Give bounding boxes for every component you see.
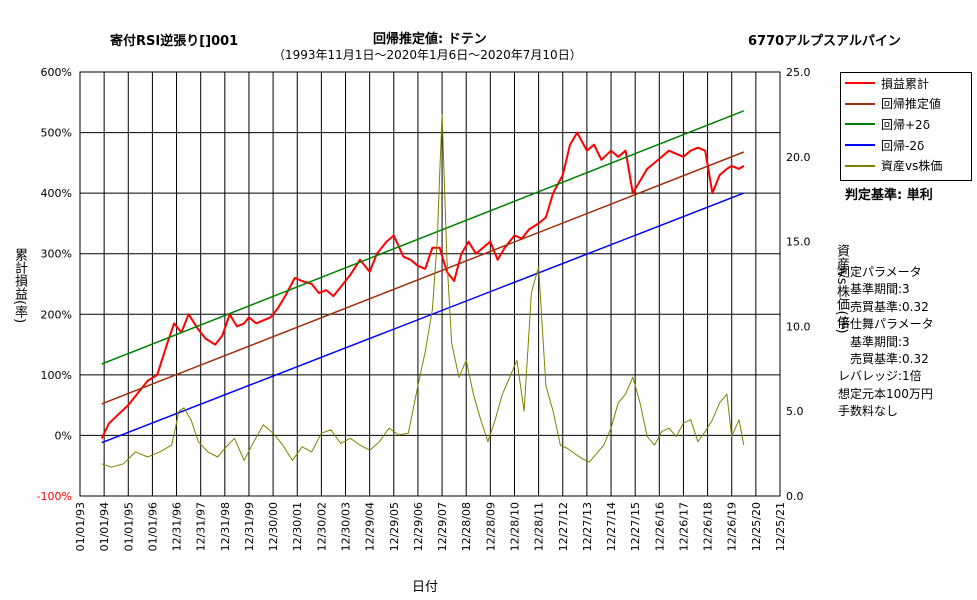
legend-swatch: [845, 102, 875, 105]
x-tick-label: 12/27/14: [605, 502, 618, 551]
param-line: 売買基準:0.32: [838, 299, 929, 314]
x-tick-label: 12/27/12: [557, 502, 570, 551]
legend-label: 資産vs株価: [881, 159, 943, 174]
y-axis-right-label: 資産vs株価(倍): [834, 244, 849, 334]
y-left-tick-label: 600%: [41, 66, 72, 79]
legend-label: 損益累計: [881, 76, 930, 91]
series-line-0: [100, 131, 745, 439]
x-tick-label: 12/28/09: [484, 502, 497, 551]
parameter-list: 判定パラメータ 基準期間:3 売買基準:0.32 手仕舞パラメータ 基準期間:3…: [838, 264, 934, 421]
legend-item-pnl: 損益累計: [841, 73, 971, 94]
param-line: 判定パラメータ: [838, 265, 922, 279]
legend-item-regression: 回帰推定値: [841, 94, 971, 115]
x-tick-label: 12/25/21: [774, 502, 787, 551]
y-right-tick-label: 5.0: [786, 405, 804, 418]
strategy-title: 寄付RSI逆張り[]001: [110, 34, 239, 49]
param-line: 基準期間:3: [838, 282, 910, 297]
x-tick-label: 12/28/11: [533, 502, 546, 551]
x-tick-label: 12/31/97: [195, 502, 208, 551]
param-line: 基準期間:3: [838, 334, 910, 349]
x-tick-label: 12/26/19: [726, 502, 739, 551]
x-tick-label: 12/29/06: [412, 502, 425, 551]
x-tick-label: 12/27/13: [581, 502, 594, 551]
y-left-tick-label: -100%: [37, 490, 72, 503]
y-right-tick-label: 15.0: [786, 236, 811, 249]
x-tick-label: 12/26/16: [653, 502, 666, 551]
legend-swatch: [845, 123, 875, 126]
series-line-4: [101, 113, 745, 468]
period-subtitle: （1993年11月1日〜2020年1月6日〜2020年7月10日）: [273, 48, 582, 62]
y-right-tick-label: 10.0: [786, 320, 811, 333]
x-tick-label: 12/28/08: [460, 502, 473, 551]
y-right-tick-label: 20.0: [786, 151, 811, 164]
x-tick-label: 12/28/10: [508, 502, 521, 551]
criteria-label: 判定基準: 単利: [845, 188, 933, 203]
y-left-tick-label: 100%: [41, 369, 72, 382]
y-left-tick-label: 300%: [41, 248, 72, 261]
legend-swatch: [845, 144, 875, 147]
legend-item-plus2: 回帰+2δ: [841, 114, 971, 135]
x-tick-label: 12/31/96: [171, 502, 184, 551]
legend-label: 回帰+2δ: [881, 117, 931, 132]
legend-label: 回帰-2δ: [881, 138, 925, 153]
y-right-tick-label: 25.0: [786, 66, 811, 79]
x-tick-label: 12/25/20: [750, 502, 763, 551]
x-tick-label: 12/30/01: [291, 502, 304, 551]
x-tick-label: 12/30/02: [315, 502, 328, 551]
x-tick-label: 12/29/04: [364, 502, 377, 551]
plot-area: [79, 71, 781, 497]
x-tick-label: 12/26/17: [677, 502, 690, 551]
x-axis-label: 日付: [412, 580, 439, 595]
legend: 損益累計 回帰推定値 回帰+2δ 回帰-2δ 資産vs株価: [840, 72, 972, 181]
param-line: 想定元本100万円: [838, 386, 933, 401]
legend-item-minus2: 回帰-2δ: [841, 135, 971, 156]
y-left-tick-label: 400%: [41, 187, 72, 200]
x-tick-label: 12/30/03: [340, 502, 353, 551]
y-left-tick-label: 200%: [41, 308, 72, 321]
x-tick-label: 01/01/93: [74, 502, 87, 551]
y-left-tick-label: 0%: [55, 429, 72, 442]
x-tick-label: 01/01/95: [122, 502, 135, 551]
y-left-tick-label: 500%: [41, 127, 72, 140]
series-line-1: [101, 151, 745, 405]
legend-label: 回帰推定値: [881, 97, 942, 112]
x-tick-label: 12/29/05: [388, 502, 401, 551]
y-axis-left-label: 累計損益(率): [12, 248, 27, 324]
series-line-3: [101, 192, 745, 444]
y-right-tick-label: 0.0: [786, 490, 804, 503]
ticker-title: 6770アルプスアルパイン: [748, 34, 901, 49]
param-line: 売買基準:0.32: [838, 352, 929, 367]
x-tick-label: 12/27/15: [629, 502, 642, 551]
x-tick-label: 12/31/98: [219, 502, 232, 551]
chart-title: 回帰推定値: ドテン: [373, 32, 487, 47]
param-line: 手数料なし: [838, 404, 899, 419]
x-tick-label: 01/01/96: [146, 502, 159, 551]
x-tick-label: 12/26/18: [702, 502, 715, 551]
legend-swatch: [845, 82, 875, 85]
param-line: 手仕舞パラメータ: [838, 317, 934, 332]
x-tick-label: 12/29/07: [436, 502, 449, 551]
legend-swatch: [845, 164, 875, 167]
x-tick-label: 01/01/94: [98, 502, 111, 551]
series-line-2: [101, 110, 745, 365]
legend-item-asset-ratio: 資産vs株価: [841, 155, 971, 176]
x-tick-label: 12/30/00: [267, 502, 280, 551]
x-tick-label: 12/31/99: [243, 502, 256, 551]
param-line: レバレッジ:1倍: [838, 369, 922, 384]
